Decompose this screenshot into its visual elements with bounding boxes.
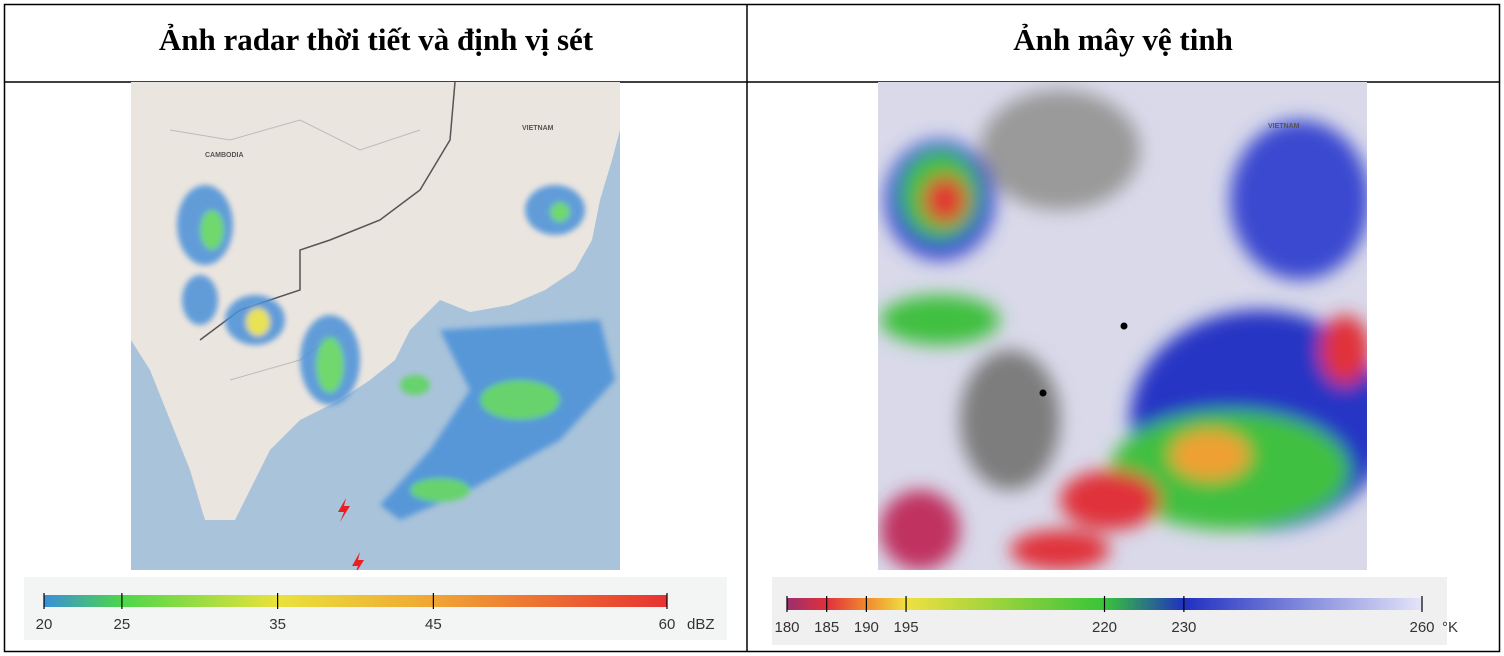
color-bar	[44, 595, 667, 607]
column-header: Ảnh mây vệ tinh	[1013, 22, 1233, 57]
tick-label: 20	[36, 616, 53, 633]
radar-map: VIETNAM CAMBODIA	[131, 82, 620, 570]
satellite-map: VIETNAM	[878, 82, 1367, 570]
legend-box	[772, 577, 1447, 645]
tick-label: 35	[269, 616, 286, 633]
map-label: CAMBODIA	[205, 152, 244, 159]
tick-label: 220	[1092, 619, 1117, 636]
tick-label: 190	[854, 619, 879, 636]
unit-label: °K	[1442, 619, 1458, 636]
tick-label: 45	[425, 616, 442, 633]
unit-label: dBZ	[687, 616, 715, 633]
map-label: VIETNAM	[1268, 123, 1300, 130]
tick-label: 185	[814, 619, 839, 636]
column-header: Ảnh radar thời tiết và định vị sét	[159, 22, 594, 57]
tick-label: 230	[1171, 619, 1196, 636]
table-border	[3, 3, 1501, 653]
map-label: VIETNAM	[522, 125, 554, 132]
legend-box	[24, 577, 727, 640]
tick-label: 60	[659, 616, 676, 633]
tick-label: 195	[894, 619, 919, 636]
tick-label: 260	[1409, 619, 1434, 636]
tick-label: 25	[114, 616, 131, 633]
tick-label: 180	[774, 619, 799, 636]
